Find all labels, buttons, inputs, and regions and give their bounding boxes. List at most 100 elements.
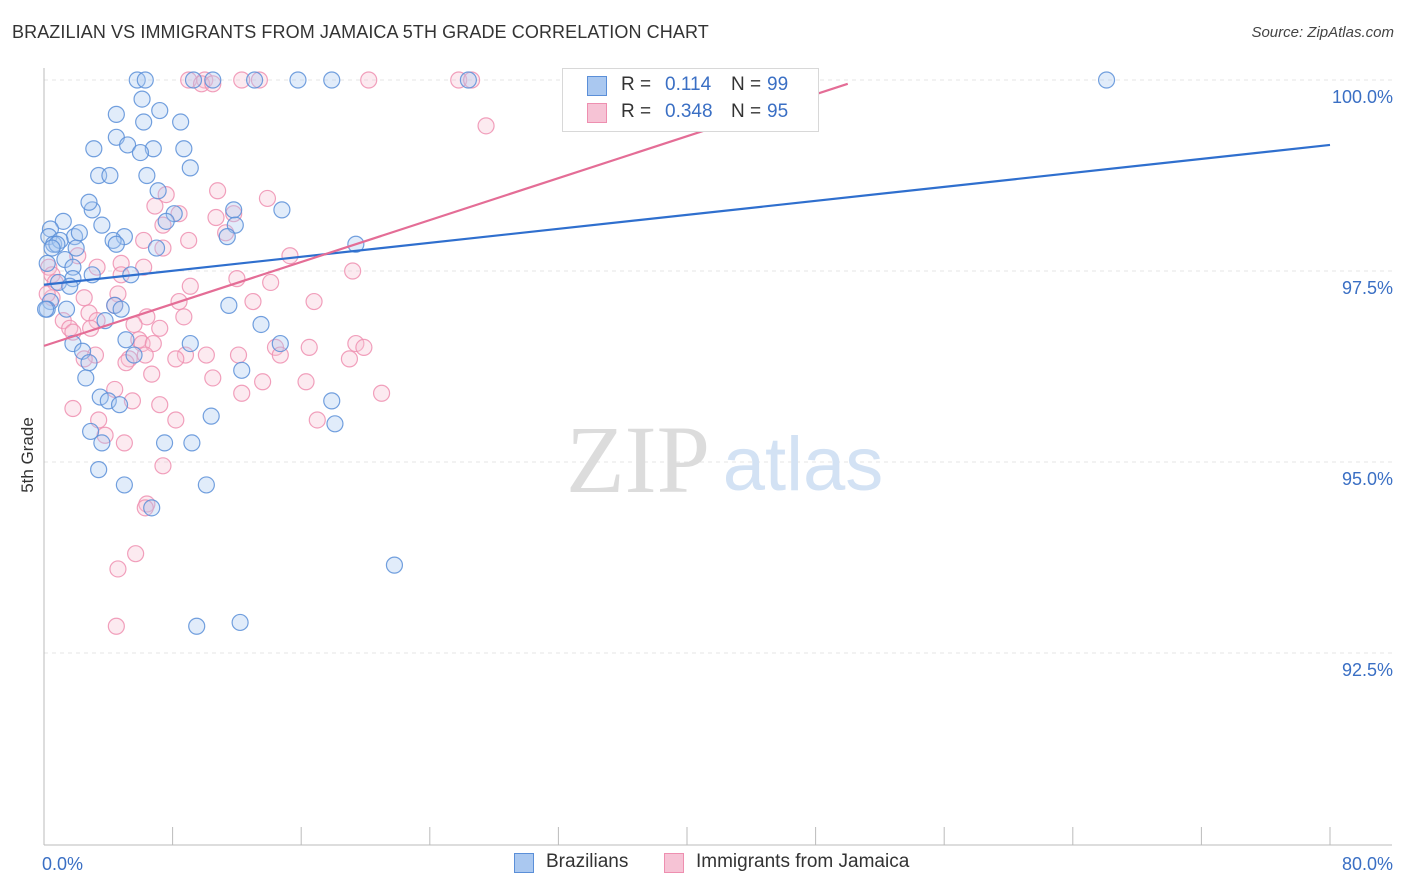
brazilians-point xyxy=(144,140,162,158)
brazilians-point xyxy=(231,613,249,632)
jamaica-point xyxy=(136,499,154,517)
brazilians-point xyxy=(112,300,130,318)
jamaica-point xyxy=(281,247,299,265)
brazilians-point xyxy=(85,140,103,158)
tick-labels: 100.0% 97.5% 95.0% 92.5% 0.0% 80.0% xyxy=(42,87,1393,874)
stats-legend: R = 0.114 N = 99 R = 0.348 N = 95 xyxy=(562,68,819,132)
brazilians-point xyxy=(43,239,61,257)
jamaica-point xyxy=(146,197,164,215)
brazilians-point xyxy=(204,71,222,89)
x-tick-label: 80.0% xyxy=(1342,854,1393,874)
jamaica-point xyxy=(143,365,161,383)
jamaica-point xyxy=(355,338,373,356)
brazilians-point xyxy=(271,334,289,353)
legend-swatch-brazilians xyxy=(587,76,607,96)
jamaica-point xyxy=(297,373,315,391)
data-points xyxy=(37,71,1116,635)
jamaica-point xyxy=(170,205,188,223)
legend-n-label: N = xyxy=(731,101,762,122)
jamaica-point xyxy=(344,262,362,280)
jamaica-point xyxy=(207,208,225,227)
brazilians-point xyxy=(118,136,137,154)
jamaica-point xyxy=(254,373,272,391)
brazilians-point xyxy=(57,300,76,318)
brazilians-point xyxy=(80,354,98,372)
bottom-legend-label-jamaica: Immigrants from Jamaica xyxy=(696,851,910,872)
brazilians-point xyxy=(77,369,95,387)
jamaica-point xyxy=(167,350,185,368)
trend-line-brazilians xyxy=(43,143,1331,286)
brazilians-point xyxy=(38,254,56,272)
source-label: Source: ZipAtlas.com xyxy=(1251,24,1394,41)
jamaica-point xyxy=(209,182,227,200)
jamaica-point xyxy=(151,319,169,337)
brazilians-point xyxy=(93,216,111,234)
brazilians-point xyxy=(70,224,88,242)
jamaica-point xyxy=(450,71,468,89)
brazilians-point xyxy=(1097,71,1116,89)
brazilians-point xyxy=(54,212,72,230)
jamaica-point xyxy=(154,239,172,257)
jamaica-point xyxy=(167,411,185,429)
brazilians-point xyxy=(80,193,98,211)
brazilians-point xyxy=(138,166,156,185)
jamaica-point xyxy=(477,117,495,135)
jamaica-point xyxy=(181,277,199,295)
brazilians-point xyxy=(273,201,291,219)
brazilians-point xyxy=(459,71,477,89)
brazilians-point xyxy=(101,166,119,185)
brazilians-point xyxy=(245,71,264,89)
legend-r-label: R = xyxy=(621,101,652,122)
brazilians-point xyxy=(197,476,215,494)
brazilians-point xyxy=(181,159,199,177)
jamaica-point xyxy=(204,75,222,93)
brazilians-point xyxy=(93,434,111,452)
brazilians-point xyxy=(115,476,133,494)
jamaica-point xyxy=(107,617,125,635)
legend-n-value: 99 xyxy=(767,74,789,95)
jamaica-point xyxy=(229,346,248,364)
jamaica-point xyxy=(180,231,198,250)
x-tick-label: 0.0% xyxy=(42,854,83,874)
jamaica-point xyxy=(175,308,193,326)
legend-swatch-jamaica xyxy=(587,103,607,123)
brazilians-point xyxy=(385,556,404,574)
bottom-legend-swatch-jamaica xyxy=(664,853,684,873)
brazilians-point xyxy=(252,315,270,334)
bottom-legend-swatch-brazilians xyxy=(514,853,534,873)
watermark-atlas: atlas xyxy=(723,422,884,507)
jamaica-point xyxy=(135,231,153,250)
axes xyxy=(43,68,1392,846)
brazilians-point xyxy=(184,71,203,89)
legend-n-label: N = xyxy=(731,74,762,95)
brazilians-point xyxy=(149,182,167,200)
jamaica-point xyxy=(204,369,222,387)
jamaica-point xyxy=(308,411,326,429)
jamaica-point xyxy=(135,258,153,276)
jamaica-point xyxy=(233,384,251,402)
legend-r-value: 0.348 xyxy=(665,101,713,122)
jamaica-point xyxy=(258,189,277,208)
y-tick-label: 100.0% xyxy=(1332,87,1393,107)
brazilians-point xyxy=(323,392,341,410)
brazilians-point xyxy=(131,143,150,162)
jamaica-point xyxy=(305,292,323,311)
jamaica-point xyxy=(157,186,175,204)
jamaica-point xyxy=(233,71,251,89)
brazilians-point xyxy=(326,415,344,433)
brazilians-point xyxy=(136,71,154,89)
jamaica-point xyxy=(151,396,169,414)
brazilians-point xyxy=(181,334,199,353)
jamaica-point xyxy=(340,350,359,368)
brazilians-point xyxy=(220,296,238,314)
jamaica-point xyxy=(347,334,365,353)
brazilians-point xyxy=(155,434,174,452)
brazilians-point xyxy=(82,422,100,441)
jamaica-point xyxy=(64,399,82,418)
y-tick-label: 97.5% xyxy=(1342,278,1393,298)
jamaica-point xyxy=(372,384,391,402)
brazilians-point xyxy=(133,90,151,108)
brazilians-point xyxy=(91,388,109,406)
brazilians-point xyxy=(183,434,201,452)
